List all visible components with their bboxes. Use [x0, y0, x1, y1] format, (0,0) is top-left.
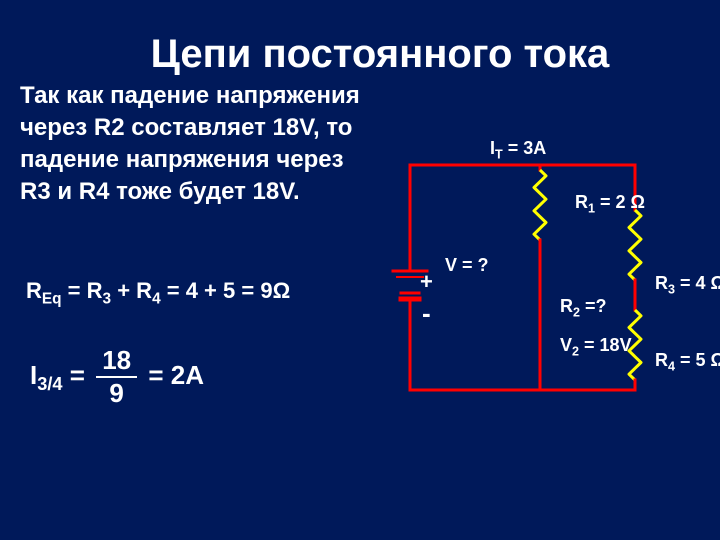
- circuit-label-it: IT = 3A: [490, 138, 546, 162]
- circuit-label-r3: R3 = 4 Ω: [655, 273, 720, 297]
- circuit-label-plus: +: [420, 269, 433, 295]
- eq-req-sub4: 4: [152, 290, 161, 307]
- slide-title: Цепи постоянного тока: [100, 32, 660, 77]
- eq-req-sub3: 3: [103, 290, 112, 307]
- eq-req-plus: + R: [111, 278, 152, 303]
- eq-req-r: R: [26, 278, 42, 303]
- circuit-label-r1: R1 = 2 Ω: [575, 192, 645, 216]
- circuit-label-v2: V2 = 18V: [560, 335, 632, 359]
- eq-i34-num: 18: [96, 345, 137, 378]
- eq-i34-fraction: 18 9: [96, 345, 137, 409]
- eq-req-sub-eq: Eq: [42, 290, 62, 307]
- eq-i34-tail: = 2A: [148, 360, 204, 390]
- eq-i34-den: 9: [96, 378, 137, 409]
- body-text: Так как падение напряжения через R2 сост…: [20, 80, 360, 208]
- equation-i34: I3/4 = 18 9 = 2A: [30, 345, 204, 409]
- circuit-label-vq: V = ?: [445, 255, 489, 276]
- eq-req-mid: = R: [62, 278, 103, 303]
- eq-i34-sub: 3/4: [37, 374, 62, 394]
- slide-stage: Цепи постоянного тока Так как падение на…: [0, 0, 720, 540]
- circuit-label-minus: -: [422, 298, 431, 329]
- eq-i34-eq: =: [63, 360, 85, 390]
- eq-req-tail: = 4 + 5 = 9: [161, 278, 273, 303]
- equation-req: REq = R3 + R4 = 4 + 5 = 9Ω: [26, 278, 290, 308]
- eq-req-ohm: Ω: [273, 278, 291, 303]
- circuit-label-r4: R4 = 5 Ω: [655, 350, 720, 374]
- circuit-label-r2: R2 =?: [560, 296, 607, 320]
